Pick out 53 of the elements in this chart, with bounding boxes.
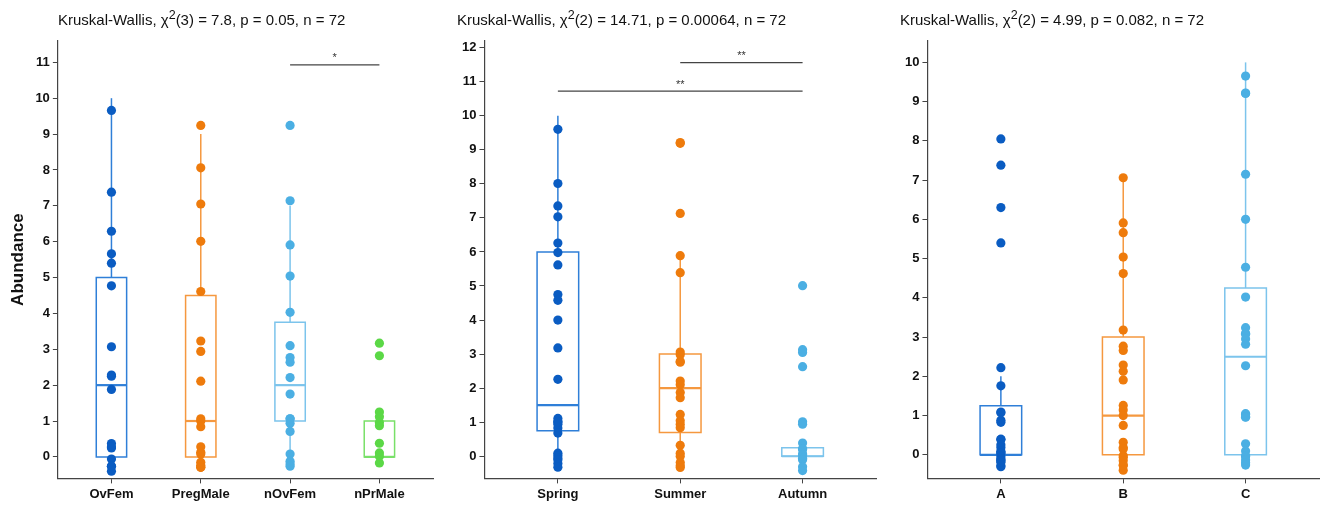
- y-tick-label: 8: [912, 132, 920, 148]
- x-tick-label: Autumn: [778, 485, 828, 501]
- y-tick-label: 8: [469, 175, 477, 191]
- chart-title: Kruskal-Wallis, χ$^{2}$(3) = 7.8, p = 0.05, n = 72: [57, 7, 347, 30]
- y-tick-label: 6: [469, 243, 477, 259]
- y-tick-label: 1: [42, 412, 50, 428]
- x-tick-label: OvFem: [89, 485, 134, 501]
- x-tick-label: nPrMale: [354, 485, 405, 501]
- annotation: **: [675, 77, 686, 90]
- y-tick-label: 11: [462, 73, 477, 89]
- y-tick-label: 7: [912, 171, 920, 187]
- y-tick-label: 9: [469, 141, 477, 157]
- x-tick-label: B: [1118, 485, 1128, 501]
- y-tick-label: 1: [912, 407, 920, 423]
- y-tick-label: 4: [912, 289, 921, 305]
- y-tick-label: 7: [42, 197, 50, 213]
- y-tick-label: 0: [469, 447, 477, 463]
- y-tick-label: 5: [469, 277, 477, 293]
- y-tick-label: 8: [42, 161, 50, 177]
- y-tick-label: 4: [42, 304, 51, 320]
- x-tick-label: A: [996, 485, 1007, 501]
- y-tick-label: 5: [912, 250, 920, 266]
- chart-title: Kruskal-Wallis, χ$^{2}$(2) = 14.71, p = 0.00064, n = 72: [456, 7, 788, 30]
- y-tick-label: 12: [461, 39, 477, 55]
- y-tick-label: 9: [912, 93, 920, 109]
- y-tick-label: 2: [469, 379, 477, 395]
- y-tick-label: 0: [42, 448, 50, 464]
- y-tick-label: 3: [42, 340, 50, 356]
- y-tick-label: 3: [912, 328, 920, 344]
- x-tick-label: Spring: [537, 485, 579, 501]
- y-tick-label: 6: [912, 210, 920, 226]
- y-tick-label: 10: [461, 107, 477, 123]
- annotation: **: [737, 49, 747, 62]
- y-tick-label: 4: [469, 311, 478, 327]
- x-tick-label: PregMale: [171, 485, 230, 501]
- y-axis-title: Abundance: [7, 213, 27, 306]
- y-tick-label: 1: [469, 413, 477, 429]
- y-tick-label: 9: [42, 125, 50, 141]
- y-tick-label: 6: [42, 233, 50, 249]
- y-tick-label: 0: [912, 446, 920, 462]
- y-tick-label: 10: [35, 89, 50, 105]
- y-tick-label: 3: [469, 345, 477, 361]
- y-tick-label: 2: [42, 376, 50, 392]
- x-tick-label: nOvFem: [264, 485, 317, 501]
- annotation: *: [332, 51, 338, 64]
- chart-title: Kruskal-Wallis, χ$^{2}$(2) = 4.99, p = 0.082, n = 72: [899, 7, 1205, 30]
- x-tick-label: Summer: [654, 485, 707, 501]
- x-tick-label: C: [1240, 485, 1251, 501]
- y-tick-label: 7: [469, 209, 477, 225]
- y-tick-label: 10: [904, 53, 920, 69]
- y-tick-label: 2: [912, 367, 920, 383]
- y-tick-label: 11: [36, 53, 50, 69]
- y-tick-label: 5: [42, 269, 50, 285]
